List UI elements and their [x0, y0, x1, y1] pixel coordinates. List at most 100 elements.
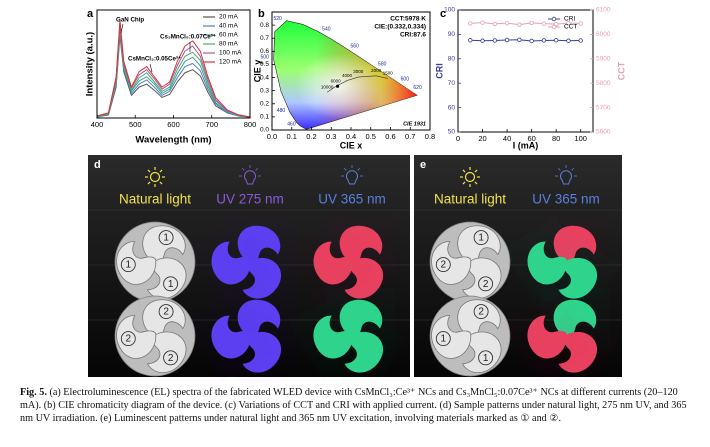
number-ring — [163, 350, 179, 366]
pattern-lobe — [527, 241, 567, 285]
x-axis-label: I (mA) — [513, 140, 539, 150]
number-ring — [478, 350, 494, 366]
pattern-number: 1 — [483, 353, 489, 364]
legend-label: 40 mA — [219, 23, 238, 30]
data-point — [517, 37, 522, 42]
sun-ray — [474, 169, 478, 173]
x-tick-label: 60 — [527, 134, 535, 143]
data-point — [492, 21, 498, 27]
column-title: UV 365 nm — [318, 192, 386, 207]
pattern-lobe — [211, 241, 251, 285]
series-line — [470, 39, 581, 42]
legend-label: 120 mA — [219, 59, 242, 66]
y-axis-label: CRI — [434, 63, 444, 79]
x-tick-label: 20 — [478, 134, 486, 143]
pattern-lobe — [344, 257, 383, 299]
y-tick-label: 0.6 — [260, 48, 269, 55]
pattern-lobe — [242, 331, 281, 373]
spectrum-line — [96, 19, 251, 118]
y-tick-label: 0.3 — [260, 87, 269, 94]
number-ring — [158, 304, 174, 320]
pattern-lobe — [423, 309, 477, 365]
number-ring — [120, 331, 136, 347]
x-tick-label: 0.7 — [405, 132, 415, 141]
data-point — [504, 37, 510, 43]
pattern-number: 2 — [478, 307, 484, 318]
locus-white-center — [273, 20, 418, 130]
bulb-ray — [557, 167, 561, 171]
planckian-locus — [326, 75, 388, 93]
annotation: Cs₃MnCl₅:0.07Ce³⁺ — [160, 34, 216, 41]
locus-label: 620 — [413, 85, 422, 91]
pattern-lobe — [423, 235, 477, 291]
x-tick-label: 0.0 — [267, 132, 277, 141]
x-tick-label: 0.1 — [287, 132, 297, 141]
sun-icon — [149, 171, 161, 183]
data-point — [566, 38, 571, 43]
planckian-label: 2000 — [371, 68, 382, 73]
pattern-lobe — [553, 299, 597, 338]
annotation: GaN Chip — [116, 17, 144, 24]
x-tick-label: 0.8 — [425, 132, 435, 141]
y-tick-label: 60 — [448, 104, 456, 111]
pattern-lobe — [339, 225, 383, 264]
y2-axis-label: CCT — [616, 61, 626, 80]
y-tick-label: 90 — [448, 31, 456, 38]
data-point — [529, 38, 534, 44]
x-tick-label: 0.4 — [346, 132, 356, 141]
data-point — [566, 20, 571, 26]
x-tick-label: 400 — [91, 120, 104, 129]
x-tick-label: 600 — [167, 120, 180, 129]
y-axis-label: Intensity (a.u.) — [85, 32, 96, 96]
cie-point — [335, 84, 340, 88]
data-point — [529, 20, 534, 26]
locus-label: 500 — [260, 55, 269, 61]
pattern-lobe — [339, 299, 383, 338]
sun-ray — [474, 181, 478, 185]
x-tick-label: 800 — [244, 120, 257, 129]
number-ring — [158, 230, 174, 246]
number-ring — [478, 276, 494, 292]
legend-label: 20 mA — [219, 14, 238, 21]
locus-label: 520 — [274, 16, 283, 22]
pattern-lobe — [313, 241, 353, 285]
data-point — [553, 21, 559, 27]
number-ring — [473, 230, 489, 246]
panel-label: d — [94, 159, 101, 171]
pattern-lobe — [237, 225, 281, 264]
number-ring — [163, 276, 179, 292]
y-tick-label: 0.4 — [260, 74, 269, 81]
legend-label: 60 mA — [219, 32, 238, 39]
data-point — [468, 38, 473, 43]
pattern-lobe — [313, 315, 353, 359]
data-point — [480, 20, 485, 25]
sun-ray — [159, 169, 163, 173]
number-ring — [120, 257, 136, 273]
planckian-label: 3000 — [353, 69, 364, 74]
pattern-number: 2 — [163, 307, 169, 318]
photo-panel: d Natural light 1 1 1 2 2 2 UV 275 nm UV 365 nm — [88, 155, 410, 380]
x-tick-label: 500 — [129, 120, 142, 129]
data-point — [492, 38, 498, 43]
data-point — [468, 21, 473, 26]
legend-label: CRI — [564, 16, 575, 23]
planckian-label: 4000 — [342, 73, 353, 78]
y-tick-label: 0.5 — [260, 61, 269, 68]
locus-label: 480 — [277, 108, 286, 114]
sun-ray — [462, 181, 466, 185]
caption-text: (a) Electroluminescence (EL) spectra of … — [20, 387, 687, 424]
bulb-ray — [571, 167, 575, 171]
legend-label: CCT — [564, 24, 577, 31]
data-point — [541, 21, 547, 26]
data-point — [578, 38, 583, 43]
pattern-number: 2 — [168, 353, 174, 364]
panel-label: b — [258, 8, 265, 20]
pattern-number: 1 — [126, 260, 132, 271]
y-tick-label: 0.7 — [260, 35, 269, 42]
panel-label: c — [440, 8, 446, 20]
plot-frame — [457, 9, 594, 133]
pattern-lobe — [242, 257, 281, 299]
bulb-icon — [346, 170, 358, 185]
bulb-icon — [244, 170, 256, 185]
